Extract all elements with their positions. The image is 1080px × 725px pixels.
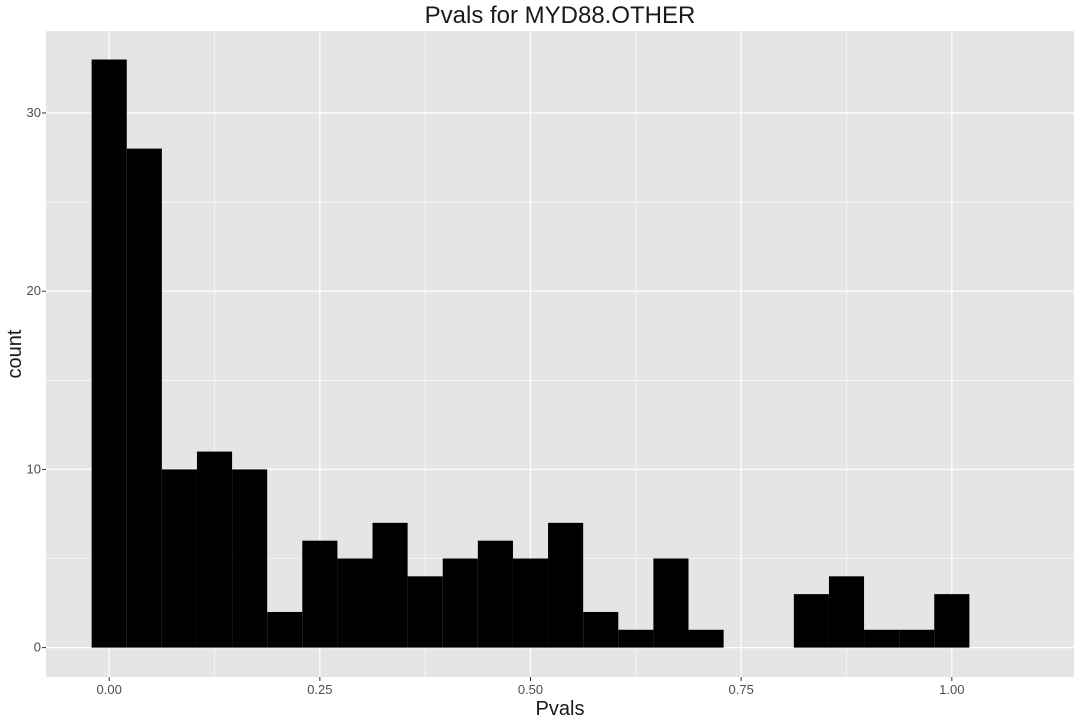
histogram-bar bbox=[126, 148, 162, 648]
histogram-bar bbox=[372, 522, 408, 648]
x-tick-label: 0.00 bbox=[97, 682, 122, 697]
y-tick-label: 20 bbox=[27, 283, 41, 298]
minor-gridlines bbox=[46, 31, 1074, 677]
histogram-bar bbox=[161, 469, 197, 648]
x-tick-label: 0.25 bbox=[307, 682, 332, 697]
histogram-bar bbox=[512, 558, 549, 648]
histogram-bar bbox=[232, 469, 268, 648]
histogram-bar bbox=[196, 451, 233, 648]
x-axis-label: Pvals bbox=[536, 698, 585, 720]
y-axis-label: count bbox=[4, 329, 26, 378]
histogram-bar bbox=[407, 576, 443, 648]
x-tick-label: 1.00 bbox=[939, 682, 964, 697]
histogram-bar bbox=[653, 558, 689, 648]
y-tick-label: 30 bbox=[27, 105, 41, 120]
histogram-bar bbox=[793, 594, 829, 648]
histogram-bar bbox=[828, 576, 865, 648]
histogram-bar bbox=[442, 558, 478, 648]
histogram-bars bbox=[91, 59, 970, 648]
histogram-bar bbox=[548, 522, 584, 648]
histogram-bar bbox=[688, 629, 724, 648]
histogram-bar bbox=[302, 540, 338, 648]
histogram-bar bbox=[899, 629, 935, 648]
histogram-bar bbox=[337, 558, 373, 648]
histogram-bar bbox=[583, 611, 619, 648]
chart-title: Pvals for MYD88.OTHER bbox=[425, 2, 696, 29]
x-tick-label: 0.75 bbox=[729, 682, 754, 697]
x-tick-label: 0.50 bbox=[518, 682, 543, 697]
histogram-bar bbox=[91, 59, 127, 648]
histogram-bar bbox=[934, 594, 970, 648]
y-tick-label: 0 bbox=[34, 640, 41, 655]
histogram-bar bbox=[618, 629, 654, 648]
histogram-bar bbox=[864, 629, 900, 648]
y-tick-label: 10 bbox=[27, 461, 41, 476]
y-axis-ticks: 0 10 20 30 bbox=[27, 105, 46, 655]
histogram-bar bbox=[477, 540, 513, 648]
x-axis-ticks: 0.00 0.25 0.50 0.75 1.00 bbox=[97, 677, 964, 697]
histogram-bar bbox=[267, 611, 303, 648]
